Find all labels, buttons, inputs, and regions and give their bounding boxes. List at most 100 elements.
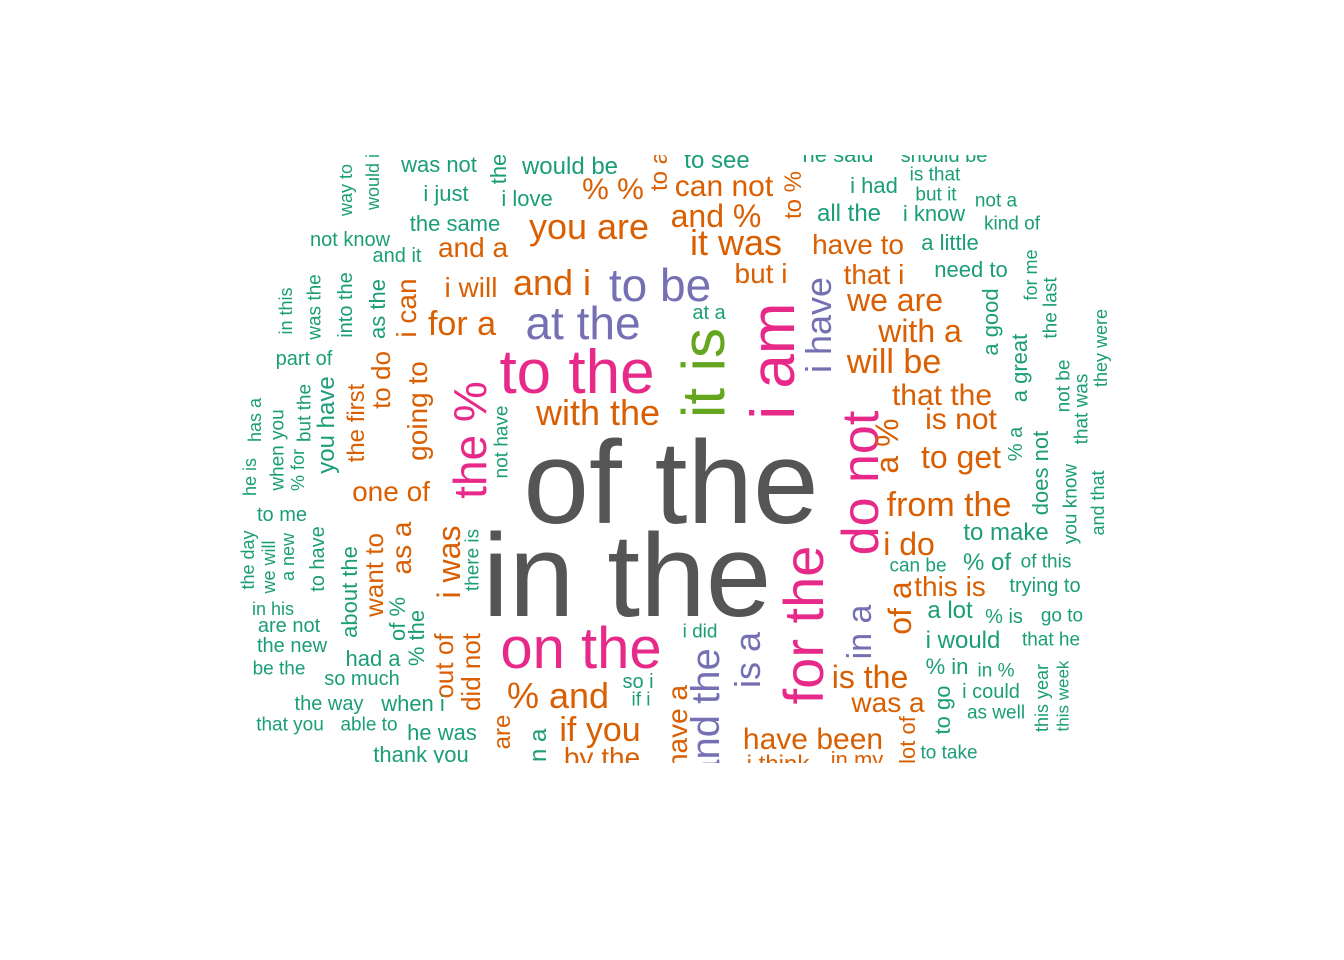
word: in this bbox=[276, 287, 296, 335]
word: that i bbox=[843, 259, 905, 290]
word: we are bbox=[846, 282, 944, 318]
word: the new bbox=[256, 635, 328, 657]
word: % of bbox=[962, 549, 1012, 576]
word: into the bbox=[335, 272, 357, 338]
word: it was bbox=[689, 222, 783, 263]
word: i had bbox=[850, 173, 898, 198]
word: the last bbox=[1040, 277, 1062, 339]
word: this is bbox=[914, 571, 986, 602]
word: in % bbox=[977, 660, 1015, 682]
word: this week bbox=[1053, 660, 1073, 732]
word: to be bbox=[608, 259, 712, 311]
word: trying to bbox=[1009, 575, 1081, 597]
word: when i bbox=[381, 691, 445, 716]
word: i love bbox=[501, 186, 553, 211]
word: if you bbox=[559, 711, 641, 749]
word: he said bbox=[803, 155, 874, 166]
word: i would bbox=[925, 627, 1001, 654]
word: a great bbox=[1007, 333, 1032, 403]
word: there is bbox=[462, 528, 484, 592]
word: is the bbox=[831, 659, 909, 695]
word: i did bbox=[682, 621, 718, 643]
word: i will bbox=[444, 272, 498, 303]
word: as well bbox=[966, 702, 1026, 724]
word: % in bbox=[925, 654, 969, 679]
word: would i bbox=[363, 155, 383, 211]
word: on the bbox=[500, 616, 662, 681]
word: to go bbox=[930, 685, 955, 735]
word: to me bbox=[256, 504, 308, 526]
word: you have bbox=[313, 376, 340, 474]
word: the same bbox=[409, 211, 501, 236]
word: in a bbox=[841, 604, 879, 660]
word: lot of bbox=[895, 716, 920, 763]
word: part of bbox=[275, 348, 333, 370]
word: % is bbox=[985, 606, 1023, 628]
word: out of bbox=[429, 633, 459, 699]
word: but it bbox=[915, 184, 957, 206]
word: a new bbox=[278, 532, 298, 582]
word: with the bbox=[535, 392, 661, 433]
word: you are bbox=[528, 206, 650, 247]
word: but the bbox=[294, 383, 316, 443]
word: to take bbox=[920, 742, 978, 763]
word: for me bbox=[1021, 249, 1041, 301]
word: the % bbox=[444, 381, 496, 499]
word: for a bbox=[427, 305, 497, 343]
word: is a bbox=[727, 631, 768, 689]
word: not have bbox=[491, 405, 513, 479]
word: we will bbox=[259, 540, 279, 594]
word: of the bbox=[523, 417, 819, 549]
word: was a bbox=[851, 687, 925, 718]
word: and % bbox=[670, 198, 762, 234]
word: have a bbox=[662, 684, 693, 763]
word: on a bbox=[525, 728, 552, 763]
word: can not bbox=[674, 170, 774, 203]
word: i know bbox=[902, 201, 966, 226]
word: to make bbox=[963, 519, 1049, 546]
word: so i bbox=[622, 671, 654, 693]
word: at the bbox=[525, 297, 641, 349]
word: at a bbox=[692, 302, 726, 324]
word: it is bbox=[670, 328, 737, 418]
word: i think bbox=[747, 753, 810, 764]
word: that he bbox=[1021, 629, 1081, 651]
word: and that bbox=[1088, 470, 1108, 536]
word: did not bbox=[456, 632, 486, 712]
word: are bbox=[489, 714, 516, 750]
word: have been bbox=[742, 723, 884, 756]
word: in the bbox=[482, 510, 772, 642]
word: all the bbox=[816, 200, 882, 227]
word: this year bbox=[1032, 663, 1052, 733]
word: will be bbox=[846, 343, 942, 381]
word: the bbox=[486, 155, 511, 185]
word: i just bbox=[423, 181, 469, 206]
word: i was bbox=[431, 525, 467, 599]
word: as the bbox=[365, 279, 390, 339]
word: i can bbox=[391, 278, 422, 338]
word: to have bbox=[307, 526, 329, 592]
word-cloud: of the in the to the on the i am it is f… bbox=[236, 155, 1116, 763]
word: of this bbox=[1020, 551, 1072, 573]
word: a good bbox=[978, 288, 1003, 356]
word: want to bbox=[359, 533, 389, 617]
word: with a bbox=[878, 313, 962, 349]
word: if i bbox=[631, 689, 651, 711]
word: would be bbox=[521, 155, 619, 180]
word: that you bbox=[256, 714, 324, 736]
word: i have bbox=[798, 276, 839, 374]
word: he is bbox=[240, 457, 260, 497]
word: by the bbox=[563, 742, 641, 764]
word: they were bbox=[1091, 308, 1111, 388]
word: one of bbox=[352, 476, 430, 507]
word: need to bbox=[934, 257, 1008, 282]
word: as a bbox=[386, 521, 417, 575]
word: i am bbox=[739, 302, 808, 420]
word: to get bbox=[920, 439, 1002, 475]
word: i could bbox=[962, 681, 1020, 703]
word: % and bbox=[506, 675, 610, 716]
word: that was bbox=[1071, 373, 1093, 445]
word: to see bbox=[684, 155, 750, 174]
word: way to bbox=[336, 163, 356, 217]
word: going to bbox=[402, 361, 433, 461]
